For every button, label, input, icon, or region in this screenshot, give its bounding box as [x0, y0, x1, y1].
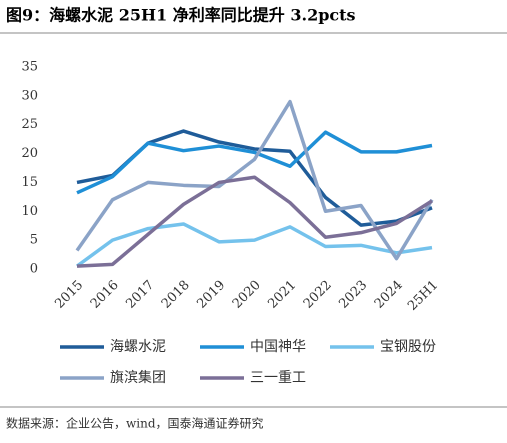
x-tick-label: 2020 [230, 278, 264, 312]
chart-title: 图9：海螺水泥 25H1 净利率同比提升 3.2pcts [6, 6, 356, 25]
series-line [75, 222, 433, 268]
x-tick-label: 25H1 [405, 278, 441, 314]
series-line [76, 130, 433, 195]
legend-label: 中国神华 [250, 339, 306, 355]
y-tick-label: 35 [21, 60, 38, 75]
x-tick-label: 2023 [336, 278, 370, 312]
y-tick-label: 10 [21, 204, 38, 219]
x-tick-label: 2018 [159, 278, 193, 312]
source: 数据来源：企业公告，wind，国泰海通证券研究 [6, 416, 264, 431]
legend-label: 海螺水泥 [110, 339, 166, 355]
y-tick-label: 30 [21, 88, 38, 103]
y-tick-label: 25 [21, 117, 38, 132]
legend-label: 宝钢股份 [380, 339, 436, 355]
x-tick-label: 2022 [301, 278, 335, 312]
x-tick-label: 2024 [372, 278, 406, 312]
x-tick-label: 2015 [52, 278, 86, 312]
series-line [76, 175, 433, 268]
y-tick-label: 20 [21, 146, 38, 161]
x-tick-label: 2021 [265, 278, 299, 312]
legend-label: 三一重工 [250, 370, 306, 386]
legend-label: 旗滨集团 [110, 369, 166, 386]
x-tick-label: 2019 [194, 278, 228, 312]
y-tick-label: 0 [30, 262, 38, 277]
series-line [75, 99, 434, 261]
y-tick-label: 15 [21, 175, 38, 190]
y-tick-label: 5 [30, 233, 38, 248]
x-tick-label: 2017 [123, 278, 157, 312]
x-tick-label: 2016 [88, 278, 122, 312]
